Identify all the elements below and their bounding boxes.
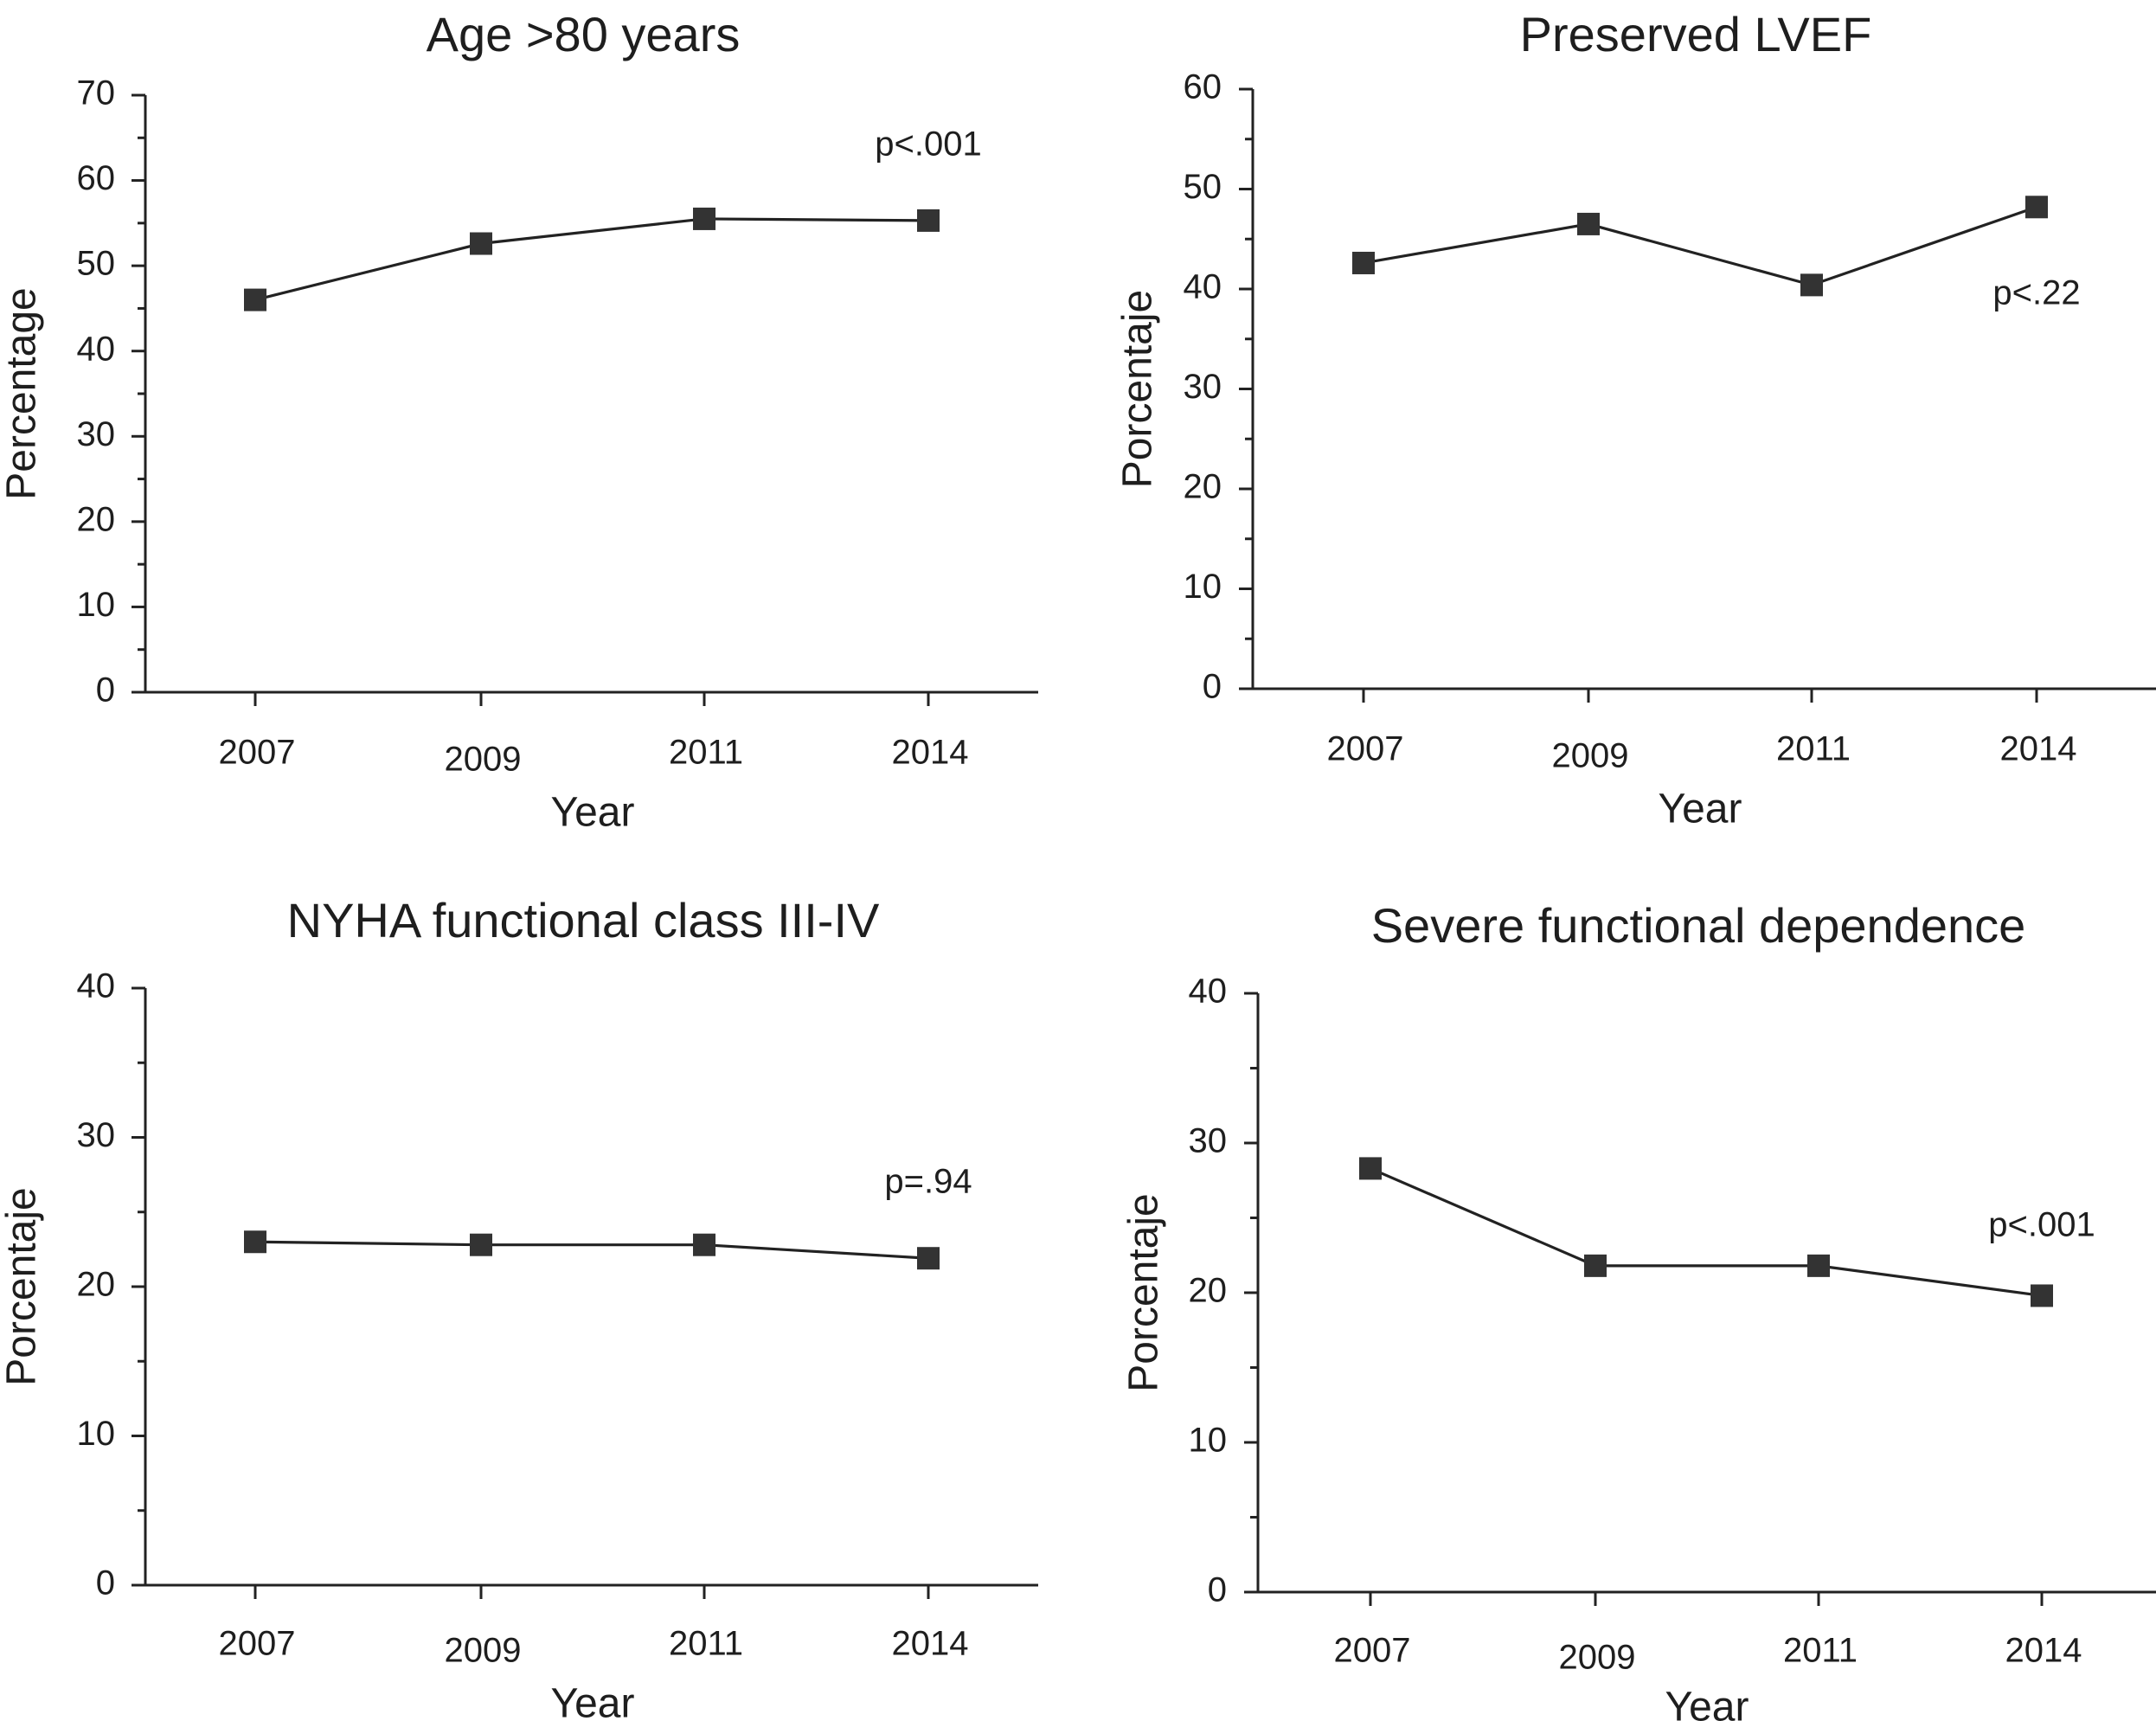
chart-panel-3: NYHA functional class III-IV 0 10 20 30 40 200… (0, 893, 1038, 1721)
data-point-2014 (2031, 1284, 2053, 1307)
x-tick-label: 2014 (892, 734, 969, 772)
x-tick-label: 2007 (1334, 1632, 1411, 1670)
series-line (254, 217, 929, 302)
y-axis-label: Porcentaje (1121, 1193, 1167, 1391)
x-axis-label: Year (551, 790, 635, 836)
y-tick-label: 60 (77, 159, 116, 197)
data-point-2011 (693, 207, 715, 230)
x-tick-label: 2009 (445, 1632, 522, 1670)
x-tick-label: 2009 (1559, 1639, 1636, 1677)
data-point-2007 (244, 1230, 266, 1254)
data-point-2009 (1577, 212, 1600, 235)
p-value-annotation: p<.22 (1992, 273, 2080, 311)
data-point-2007 (1359, 1157, 1382, 1180)
y-axis-label: Porcentaje (0, 1187, 45, 1385)
data-point-2009 (470, 1233, 492, 1256)
data-point-2011 (1807, 1254, 1830, 1277)
data-point-2014 (2025, 196, 2048, 219)
x-tick-label: 2014 (892, 1625, 969, 1663)
x-tick-label: 2007 (219, 734, 296, 772)
y-tick-label: 20 (1189, 1272, 1228, 1310)
data-point-2007 (244, 288, 266, 311)
y-tick-label: 40 (77, 330, 116, 368)
p-value-annotation: p<.001 (1988, 1205, 2095, 1243)
chart-title: Severe functional dependence (1371, 898, 2026, 953)
y-tick-label: 0 (1208, 1571, 1227, 1609)
y-tick-label: 30 (77, 1116, 116, 1154)
y-tick-label: 50 (1184, 168, 1222, 206)
series-line (1363, 205, 2037, 287)
x-tick-label: 2011 (1783, 1632, 1858, 1670)
y-tick-label: 30 (1184, 368, 1222, 406)
y-tick-label: 40 (1189, 973, 1228, 1011)
y-tick-label: 10 (77, 586, 116, 624)
y-tick-label: 50 (77, 245, 116, 283)
x-tick-label: 2009 (445, 741, 522, 779)
x-axis-label: Year (1659, 787, 1742, 832)
y-tick-label: 40 (1184, 268, 1222, 306)
data-point-2011 (1800, 273, 1823, 297)
y-tick-label: 20 (77, 500, 116, 538)
data-point-2011 (693, 1233, 715, 1256)
y-tick-label: 40 (77, 967, 116, 1005)
chart-title: Age >80 years (427, 7, 741, 61)
y-tick-label: 30 (1189, 1122, 1228, 1160)
series-line (254, 1240, 929, 1260)
y-tick-label: 10 (1189, 1422, 1228, 1460)
y-tick-label: 30 (77, 415, 116, 453)
x-axis-label: Year (551, 1681, 635, 1721)
y-axis-label: Porcentaje (1115, 290, 1161, 488)
chart-panel-2: Preserved LVEF 0 10 20 30 40 50 60 2007 2009 2011 2… (1115, 7, 2156, 832)
y-tick-label: 0 (96, 671, 115, 710)
x-tick-label: 2011 (669, 734, 743, 772)
y-tick-label: 20 (1184, 468, 1222, 506)
p-value-annotation: p=.94 (884, 1163, 972, 1201)
data-point-2009 (470, 232, 492, 255)
data-point-2009 (1584, 1254, 1607, 1277)
p-value-annotation: p<.001 (875, 125, 981, 164)
x-tick-label: 2011 (669, 1625, 743, 1663)
chart-panel-4: Severe functional dependence 0 10 20 30 40 200… (1121, 898, 2156, 1721)
y-tick-label: 10 (77, 1415, 116, 1453)
y-tick-label: 70 (77, 74, 116, 112)
chart-panel-1: Age >80 years 0 10 20 30 40 50 60 70 2007 2009 2011… (0, 7, 1038, 836)
x-tick-label: 2007 (219, 1625, 296, 1663)
series-line (1370, 1166, 2043, 1298)
data-point-2014 (917, 209, 940, 232)
chart-title: NYHA functional class III-IV (287, 893, 880, 947)
x-tick-label: 2009 (1552, 737, 1629, 775)
y-tick-label: 10 (1184, 568, 1222, 606)
y-tick-label: 20 (77, 1266, 116, 1304)
x-axis-label: Year (1665, 1685, 1749, 1721)
y-axis-label: Percentage (0, 287, 45, 500)
x-tick-label: 2014 (2000, 730, 2077, 768)
x-tick-label: 2014 (2005, 1632, 2082, 1670)
y-tick-label: 0 (96, 1564, 115, 1602)
x-tick-label: 2011 (1776, 730, 1851, 768)
y-tick-label: 0 (1203, 668, 1222, 706)
data-point-2014 (917, 1247, 940, 1270)
y-tick-label: 60 (1184, 68, 1222, 106)
chart-title: Preserved LVEF (1520, 7, 1872, 61)
x-tick-label: 2007 (1327, 730, 1404, 768)
data-point-2007 (1352, 251, 1375, 274)
